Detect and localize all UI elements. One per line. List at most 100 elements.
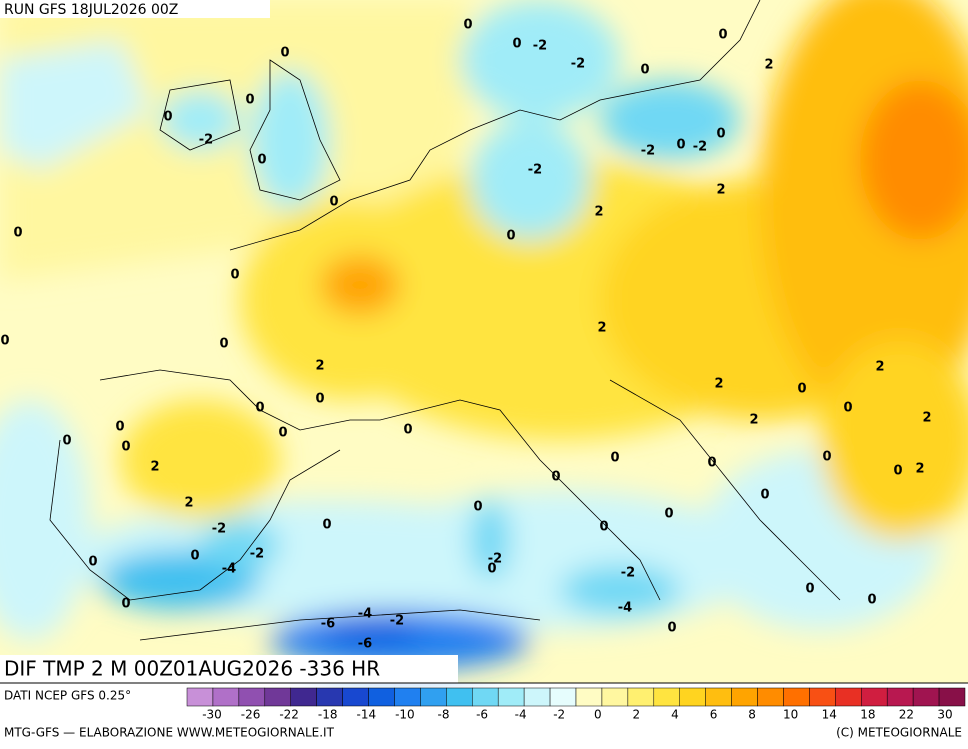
colorbar-tick-label: -2 [553, 708, 565, 722]
copyright: (C) METEOGIORNALE [836, 726, 962, 740]
contour-label: -4 [358, 607, 372, 622]
contour-label: 0 [0, 334, 9, 349]
contour-label: 0 [403, 423, 412, 438]
colorbar-tick-label: -8 [437, 708, 449, 722]
contour-label: 0 [760, 488, 769, 503]
contour-label: 0 [512, 37, 521, 52]
contour-label: 0 [257, 153, 266, 168]
contour-label: -2 [250, 547, 264, 562]
contour-label: 0 [322, 518, 331, 533]
contour-label: 0 [245, 93, 254, 108]
map-field [0, 0, 968, 683]
contour-label: 0 [219, 337, 228, 352]
colorbar-tick-label: 10 [783, 708, 798, 722]
contour-label: -2 [621, 566, 635, 581]
contour-label: 0 [121, 597, 130, 612]
colorbar-tick-label: 14 [822, 708, 837, 722]
colorbar-tick-label: 30 [937, 708, 952, 722]
contour-label: 2 [749, 413, 758, 428]
contour-label: 0 [551, 470, 560, 485]
contour-label: -2 [533, 39, 547, 54]
contour-label: -2 [212, 522, 226, 537]
contour-label: 0 [190, 549, 199, 564]
color-swatch [627, 687, 655, 707]
color-swatch [809, 687, 836, 707]
colorbar-tick-label: 18 [860, 708, 875, 722]
color-swatch [575, 687, 603, 707]
colorbar-tick-label: 2 [633, 708, 641, 722]
contour-label: 0 [230, 268, 239, 283]
contour-label: 2 [764, 58, 773, 73]
contour-label: 2 [915, 462, 924, 477]
colorbar-tick-label: 4 [671, 708, 679, 722]
contour-label: 0 [88, 555, 97, 570]
color-swatch [783, 687, 810, 707]
credit: MTG-GFS — ELABORAZIONE WWW.METEOGIORNALE… [4, 726, 335, 740]
contour-label: 0 [797, 382, 806, 397]
contour-label: 0 [676, 138, 685, 153]
contour-label: 0 [640, 63, 649, 78]
colorbar-tick-label: 0 [594, 708, 602, 722]
colorbar-tick-label: -10 [395, 708, 415, 722]
contour-label: 0 [667, 621, 676, 636]
colorbar-tick-label: -14 [357, 708, 377, 722]
contour-label: 0 [867, 593, 876, 608]
contour-label: 0 [664, 507, 673, 522]
color-swatch [497, 687, 525, 707]
color-swatch [938, 687, 966, 707]
contour-label: -2 [528, 163, 542, 178]
contour-label: 0 [473, 500, 482, 515]
colorbar-tick-label: -26 [241, 708, 261, 722]
contour-label: 0 [280, 46, 289, 61]
color-swatch [705, 687, 732, 707]
colorbar-tick-label: 6 [710, 708, 718, 722]
color-swatch [342, 687, 369, 707]
colorbar-tick-label: -6 [476, 708, 488, 722]
contour-label: 2 [922, 411, 931, 426]
contour-labels: 0 0 -2 -2 0 0 2 0 0 0 -2 0 0 0 -2 -2 0 -2 0 2 2 0 0 0 0 2 2 0 0 0 0 0 0 0… [0, 18, 931, 652]
contour-label: 0 [278, 426, 287, 441]
contour-label: 0 [893, 464, 902, 479]
color-swatch [420, 687, 447, 707]
run-label: RUN GFS 18JUL2026 00Z [4, 2, 178, 18]
color-swatch [601, 687, 629, 707]
contour-label: 0 [315, 392, 324, 407]
contour-label: 2 [150, 460, 159, 475]
contour-label: 2 [315, 359, 324, 374]
color-swatch [835, 687, 862, 707]
contour-label: 0 [707, 456, 716, 471]
colorbar-tick-label: 8 [748, 708, 756, 722]
contour-label: 0 [62, 434, 71, 449]
color-swatch [757, 687, 784, 707]
colorbar-tick-label: 22 [899, 708, 914, 722]
contour-label: 2 [714, 377, 723, 392]
source-label: DATI NCEP GFS 0.25° [4, 689, 131, 703]
color-swatch [316, 687, 343, 707]
color-swatch [290, 687, 317, 707]
color-swatch [212, 687, 240, 707]
contour-label: 0 [115, 420, 124, 435]
contour-label: 2 [594, 205, 603, 220]
contour-label: 0 [599, 520, 608, 535]
contour-label: 2 [875, 360, 884, 375]
contour-label: -2 [571, 57, 585, 72]
color-swatch [523, 687, 551, 707]
contour-label: 0 [843, 401, 852, 416]
contour-label: -4 [618, 601, 632, 616]
color-swatch [861, 687, 888, 707]
header-box [0, 0, 270, 18]
contour-label: 0 [463, 18, 472, 33]
color-swatch [186, 687, 214, 707]
title-box [0, 655, 458, 683]
contour-label: -2 [199, 133, 213, 148]
contour-label: 2 [597, 321, 606, 336]
contour-label: -2 [390, 614, 404, 629]
color-swatch [912, 687, 940, 707]
contour-label: 0 [487, 562, 496, 577]
contour-label: 0 [716, 127, 725, 142]
contour-label: -2 [488, 552, 502, 567]
contour-label: 0 [822, 450, 831, 465]
colorbar-tick-label: -22 [279, 708, 299, 722]
contour-label: 2 [184, 496, 193, 511]
